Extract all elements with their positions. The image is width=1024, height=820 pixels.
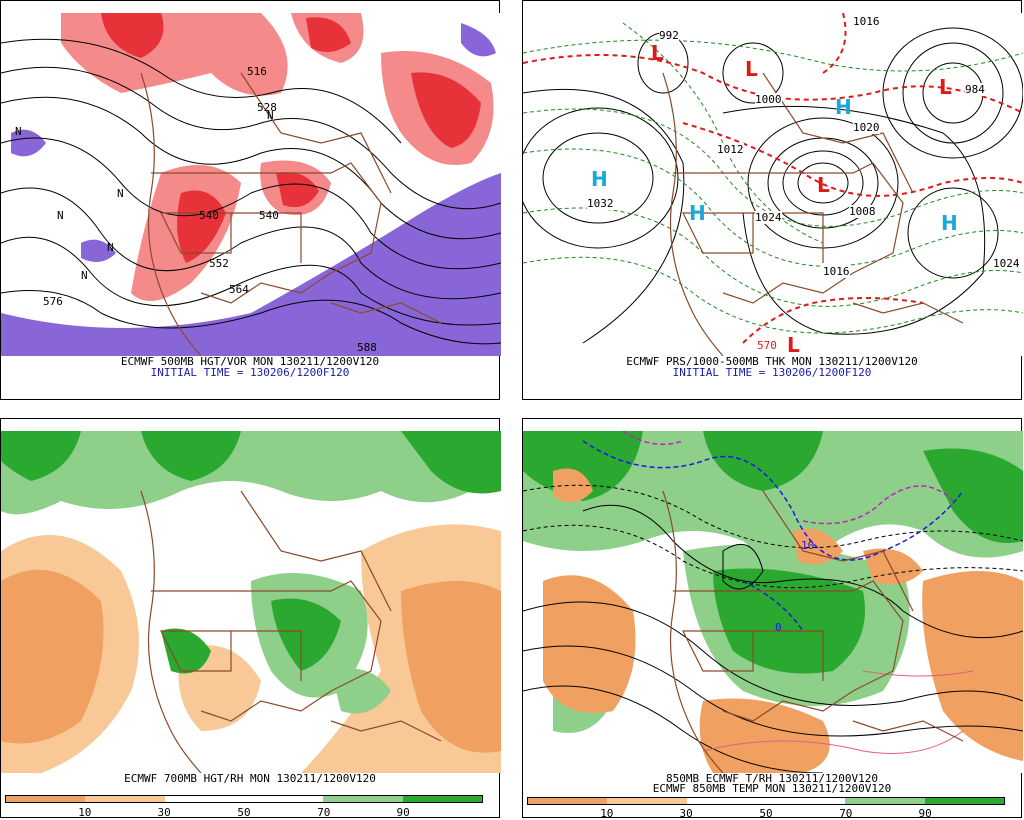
rh-color-scale bbox=[5, 795, 483, 803]
low-pressure-marker: L bbox=[939, 75, 952, 99]
scale-tick: 90 bbox=[396, 806, 410, 819]
isobar-label: 1000 bbox=[755, 93, 782, 106]
low-pressure-marker: L bbox=[745, 57, 758, 81]
vorticity-min-label: N bbox=[81, 269, 88, 282]
contour-label: 552 bbox=[209, 257, 229, 270]
caption-initial-time: INITIAL TIME = 130206/1200F120 bbox=[150, 366, 350, 379]
scale-segment-dry bbox=[6, 796, 86, 802]
panel-500mb-hgt-vor: 576 552 540 540 516 528 564 588 N N N N … bbox=[0, 0, 501, 400]
caption-product: ECMWF 500MB HGT/VOR MON 130211/1200V120 bbox=[120, 355, 380, 368]
scale-tick: 90 bbox=[918, 807, 932, 820]
vorticity-min-label: N bbox=[57, 209, 64, 222]
scale-tick: 30 bbox=[679, 807, 693, 820]
contour-label: 540 bbox=[199, 209, 219, 222]
scale-segment-lightdry bbox=[607, 798, 687, 804]
rh850-map-graphic bbox=[523, 431, 1023, 773]
isobar-label: 984 bbox=[965, 83, 985, 96]
low-pressure-marker: L bbox=[787, 333, 800, 356]
map-500mb-vorticity: 576 552 540 540 516 528 564 588 N N N N … bbox=[1, 13, 501, 356]
scale-tick: 50 bbox=[237, 806, 251, 819]
scale-segment-neutral bbox=[686, 798, 766, 804]
contour-label: 564 bbox=[229, 283, 249, 296]
pressure-map-graphic bbox=[523, 13, 1023, 356]
isobar-label: 1024 bbox=[755, 211, 782, 224]
scale-segment-moist bbox=[402, 796, 482, 802]
temperature-label: 10 bbox=[801, 539, 815, 552]
vorticity-min-label: N bbox=[15, 125, 22, 138]
scale-ticks: 10 30 50 70 90 bbox=[5, 806, 483, 819]
scale-tick: 10 bbox=[78, 806, 92, 819]
vorticity-min-label: N bbox=[107, 241, 114, 254]
high-pressure-marker: H bbox=[835, 95, 852, 119]
map-pressure-thickness: 1032 1024 1016 1008 1000 1024 1016 992 9… bbox=[523, 13, 1023, 356]
high-pressure-marker: H bbox=[689, 201, 706, 225]
thickness-label: 570 bbox=[757, 339, 777, 352]
scale-segment-lightdry bbox=[85, 796, 165, 802]
panel-pressure-thickness: 1032 1024 1016 1008 1000 1024 1016 992 9… bbox=[522, 0, 1023, 400]
scale-segment-neutral bbox=[765, 798, 846, 804]
scale-ticks: 10 30 50 70 90 bbox=[527, 807, 1005, 820]
rh700-map-graphic bbox=[1, 431, 501, 773]
vorticity-min-label: N bbox=[117, 187, 124, 200]
caption-initial-time: INITIAL TIME = 130206/1200F120 bbox=[672, 366, 872, 379]
contour-label: 516 bbox=[247, 65, 267, 78]
panel-850mb-temp-rh: 10 0 850MB ECMWF T/RH 130211/1200V120 EC… bbox=[522, 418, 1023, 820]
scale-tick: 70 bbox=[317, 806, 331, 819]
isobar-label: 1020 bbox=[853, 121, 880, 134]
scale-tick: 10 bbox=[600, 807, 614, 820]
scale-segment-dry bbox=[528, 798, 608, 804]
isobar-label: 992 bbox=[659, 29, 679, 42]
isobar-label: 1016 bbox=[823, 265, 850, 278]
high-pressure-marker: H bbox=[591, 167, 608, 191]
scale-tick: 30 bbox=[157, 806, 171, 819]
scale-segment-lightmoist bbox=[845, 798, 925, 804]
isobar-label: 1008 bbox=[849, 205, 876, 218]
low-pressure-marker: L bbox=[651, 41, 664, 65]
contour-label: 576 bbox=[43, 295, 63, 308]
caption-product: 850MB ECMWF T/RH 130211/1200V120 bbox=[666, 772, 878, 785]
scale-segment-neutral bbox=[164, 796, 244, 802]
low-pressure-marker: L bbox=[817, 173, 830, 197]
high-pressure-marker: H bbox=[941, 211, 958, 235]
scale-segment-neutral bbox=[243, 796, 324, 802]
rh-color-scale bbox=[527, 797, 1005, 805]
panel-700mb-hgt-rh: ECMWF 700MB HGT/RH MON 130211/1200V120 1… bbox=[0, 418, 501, 819]
contour-label: 540 bbox=[259, 209, 279, 222]
scale-tick: 70 bbox=[839, 807, 853, 820]
scale-segment-lightmoist bbox=[323, 796, 403, 802]
caption-product: ECMWF PRS/1000-500MB THK MON 130211/1200… bbox=[626, 355, 918, 368]
isobar-label: 1024 bbox=[993, 257, 1020, 270]
isobar-label: 1016 bbox=[853, 15, 880, 28]
map-850mb-temp-rh: 10 0 bbox=[523, 431, 1023, 773]
isobar-label: 1032 bbox=[587, 197, 614, 210]
isobar-label: 1012 bbox=[717, 143, 744, 156]
map-700mb-rh bbox=[1, 431, 501, 773]
scale-tick: 50 bbox=[759, 807, 773, 820]
scale-segment-moist bbox=[924, 798, 1004, 804]
vorticity-min-label: N bbox=[267, 109, 274, 122]
contour-label: 528 bbox=[257, 101, 277, 114]
temperature-label: 0 bbox=[775, 621, 782, 634]
caption-product: ECMWF 700MB HGT/RH MON 130211/1200V120 bbox=[124, 772, 376, 785]
contour-label: 588 bbox=[357, 341, 377, 354]
caption-temp-product: ECMWF 850MB TEMP MON 130211/1200V120 bbox=[652, 782, 892, 795]
vorticity-map-graphic bbox=[1, 13, 501, 356]
